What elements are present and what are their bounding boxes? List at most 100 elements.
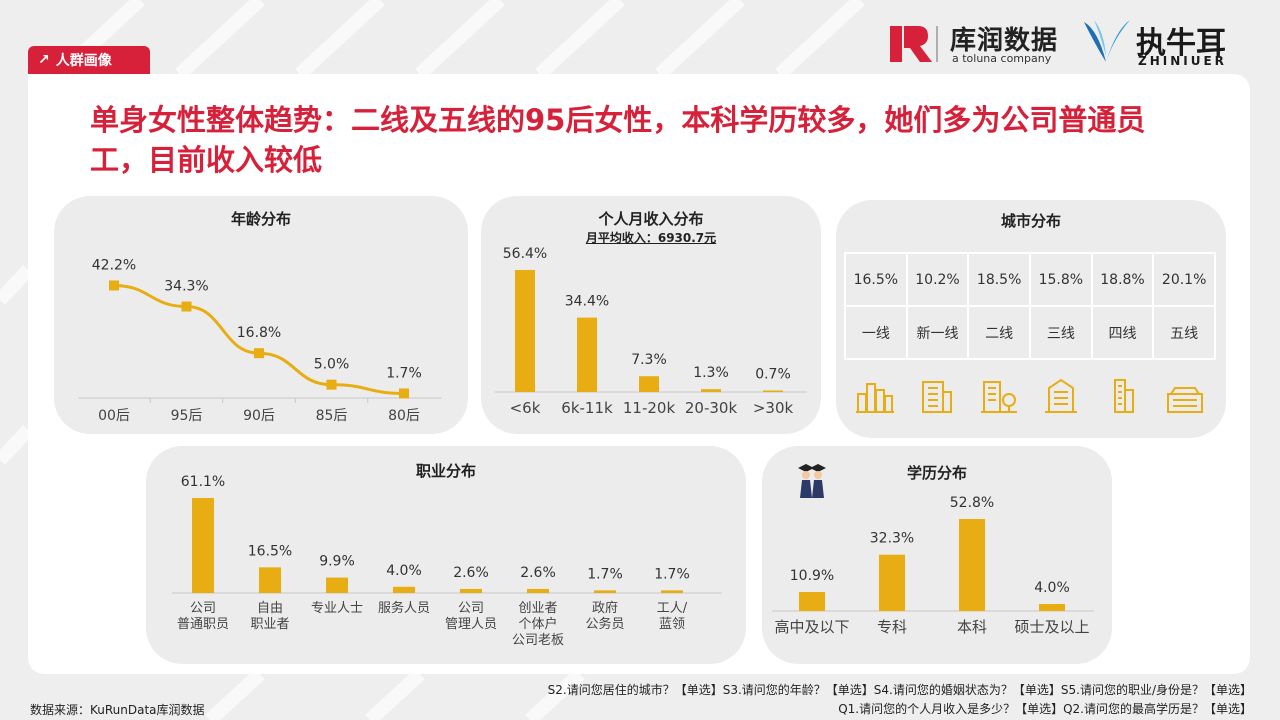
- occupation-bar: [527, 588, 549, 593]
- city-value-cell: 18.5%: [969, 254, 1029, 305]
- tall-tower-icon: [1114, 379, 1134, 413]
- income-bar: [515, 270, 535, 392]
- income-data-label: 0.7%: [755, 366, 791, 382]
- education-data-label: 4.0%: [1034, 580, 1070, 596]
- age-data-point: [181, 301, 192, 312]
- occupation-chart-title: 职业分布: [415, 462, 476, 480]
- age-data-label: 1.7%: [386, 365, 422, 381]
- occupation-tick-label: 管理人员: [445, 617, 497, 632]
- occupation-tick-label: 政府: [592, 601, 618, 616]
- city-tier-cell: 四线: [1092, 307, 1153, 358]
- occupation-data-label: 2.6%: [520, 565, 556, 581]
- age-chart-title: 年龄分布: [230, 210, 291, 228]
- data-source: 数据来源：KuRunData库润数据: [30, 703, 205, 717]
- occupation-tick-label: 服务人员: [378, 600, 430, 616]
- occupation-bar: [594, 590, 616, 593]
- income-card: 个人月收入分布 月平均收入：6930.7元 56.4% <6k 34.4% 6k-11…: [481, 196, 821, 434]
- education-tick-label: 专科: [877, 618, 907, 636]
- zhiniuer-logo-cn: 执牛耳: [1136, 26, 1226, 61]
- skyline-icon: [856, 383, 894, 413]
- occupation-bar: [393, 586, 415, 593]
- age-tick-label: 80后: [388, 408, 420, 424]
- occupation-bar: [460, 588, 482, 593]
- income-chart-title: 个人月收入分布: [598, 210, 704, 228]
- tower-block-icon: [1045, 378, 1077, 413]
- survey-notes: S2.请问您居住的城市？【单选】S3.请问您的年龄？【单选】S4.请问您的婚姻状…: [492, 681, 1252, 719]
- occupation-tick-label: 创业者: [518, 601, 557, 616]
- occupation-data-label: 61.1%: [181, 474, 225, 490]
- occupation-bar: [192, 498, 214, 593]
- income-tick-label: <6k: [510, 399, 541, 417]
- age-card: 年龄分布 42.2% 00后 34.3% 95后 16.8% 90后 5.0% 85后 1.7%…: [54, 196, 468, 434]
- income-tick-label: 20-30k: [685, 399, 738, 417]
- office-building-icon: [922, 381, 952, 413]
- education-tick-label: 硕士及以上: [1014, 618, 1089, 636]
- city-tier-cell: 一线: [846, 307, 906, 358]
- kurun-r-logo-icon: [890, 26, 938, 62]
- income-data-label: 56.4%: [503, 246, 547, 262]
- occupation-data-label: 9.9%: [319, 554, 355, 570]
- education-bar: [959, 519, 985, 611]
- city-icons-row: [844, 376, 1216, 420]
- occupation-tick-label: 自由: [257, 601, 283, 616]
- occupation-bar: [326, 577, 348, 593]
- occupation-tick-label: 普通职员: [177, 617, 229, 632]
- income-bar: [639, 376, 659, 392]
- kurun-logo-en: a toluna company: [952, 52, 1052, 65]
- zhiniuer-logo-en: ZHINIUER: [1138, 54, 1227, 68]
- occupation-bar: [661, 590, 683, 593]
- section-tag: ↗ 人群画像: [28, 46, 150, 74]
- occupation-tick-label: 公司老板: [512, 633, 564, 648]
- occupation-data-label: 4.0%: [386, 563, 422, 579]
- age-line-chart: 42.2% 00后 34.3% 95后 16.8% 90后 5.0% 85后 1.7% 80后: [78, 257, 442, 424]
- age-data-label: 42.2%: [92, 257, 136, 273]
- graduates-icon: [798, 464, 826, 498]
- income-tick-label: 11-20k: [623, 399, 676, 417]
- age-tick-label: 90后: [243, 408, 275, 424]
- occupation-tick-label: 蓝领: [659, 617, 685, 632]
- education-bar: [879, 554, 905, 611]
- income-chart-subtitle: 月平均收入：6930.7元: [585, 231, 717, 245]
- occupation-tick-label: 公司: [458, 601, 484, 616]
- occupation-tick-label: 个体户: [518, 616, 557, 632]
- kurun-logo: 库润数据 a toluna company: [888, 20, 1068, 68]
- city-tier-cell: 新一线: [907, 307, 968, 358]
- income-bar: [763, 390, 783, 392]
- city-value-cell: 16.5%: [846, 254, 906, 305]
- education-chart-title: 学历分布: [906, 464, 967, 482]
- education-card: 学历分布 10.9% 高中及以下 32.3% 专科 52.8% 本科 4.0% 硕士及以上: [762, 446, 1112, 664]
- occupation-data-label: 1.7%: [654, 566, 690, 582]
- education-tick-label: 本科: [957, 618, 987, 636]
- income-data-label: 7.3%: [631, 352, 667, 368]
- city-card: 城市分布 16.5% 10.2% 18.5% 15.8% 18.8% 20.1%…: [836, 200, 1226, 438]
- occupation-tick-label: 职业者: [250, 617, 289, 632]
- zhiniuer-wing-logo-icon: [1084, 20, 1130, 62]
- city-table: 16.5% 10.2% 18.5% 15.8% 18.8% 20.1% 一线 新…: [844, 252, 1216, 360]
- section-tag-label: 人群画像: [55, 53, 112, 69]
- zhiniuer-logo: 执牛耳 ZHINIUER: [1080, 16, 1250, 70]
- occupation-tick-label: 专业人士: [311, 601, 363, 616]
- city-value-cell: 20.1%: [1154, 254, 1214, 305]
- income-bar: [577, 317, 597, 392]
- occupation-data-label: 16.5%: [248, 543, 292, 559]
- city-value-cell: 10.2%: [907, 254, 968, 305]
- city-chart-title: 城市分布: [1000, 212, 1061, 230]
- age-data-point: [254, 348, 264, 359]
- page-title: 单身女性整体趋势：二线及五线的95后女性，本科学历较多，她们多为公司普通员工，目…: [90, 103, 1146, 177]
- income-data-label: 34.4%: [565, 294, 609, 310]
- age-tick-label: 00后: [98, 408, 130, 424]
- city-tier-cell: 三线: [1031, 307, 1091, 358]
- education-data-label: 32.3%: [870, 531, 914, 547]
- survey-note-line: S2.请问您居住的城市？【单选】S3.请问您的年龄？【单选】S4.请问您的婚姻状…: [547, 683, 1252, 697]
- city-value-cell: 15.8%: [1031, 254, 1091, 305]
- education-bar-chart: 10.9% 高中及以下 32.3% 专科 52.8% 本科 4.0% 硕士及以上: [772, 495, 1094, 636]
- income-data-label: 1.3%: [693, 365, 729, 381]
- city-value-cell: 18.8%: [1092, 254, 1153, 305]
- survey-note-line: Q1.请问您的个人月收入是多少？【单选】Q2.请问您的最高学历是？【单选】: [838, 702, 1252, 716]
- arrow-up-right-icon: ↗: [38, 52, 50, 68]
- occupation-tick-label: 公司: [190, 601, 216, 616]
- education-data-label: 52.8%: [950, 495, 994, 511]
- occupation-card: 职业分布 61.1% 公司 普通职员 16.5% 自由 职业者 9.9% 专业人士 4.0% 服务…: [146, 446, 746, 664]
